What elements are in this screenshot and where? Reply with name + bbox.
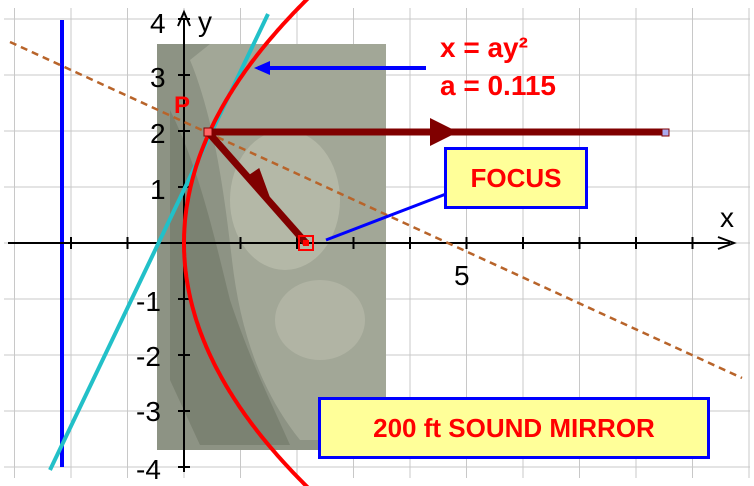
equation-pointer-arrowhead (254, 61, 270, 75)
y-tick-label: -2 (136, 341, 161, 372)
y-tick-label: 1 (150, 174, 166, 205)
y-axis-arrowhead (177, 9, 191, 27)
incoming-ray-arrowhead (430, 118, 458, 146)
parabola-curve (182, 0, 310, 486)
focus-label: FOCUS (470, 162, 562, 193)
focus-marker (298, 235, 314, 251)
sound-mirror-label-box: 200 ft SOUND MIRROR (318, 397, 710, 459)
focus-pointer (325, 192, 447, 242)
x-axis-label: x (720, 202, 734, 233)
y-tick-label: 2 (150, 118, 166, 149)
y-tick-label: 3 (150, 62, 166, 93)
point-p-marker (203, 127, 213, 137)
reflected-ray-arrowhead (247, 167, 271, 199)
y-tick-label: -1 (136, 286, 161, 317)
focus-label-box: FOCUS (444, 147, 588, 209)
normal-line (9, 40, 743, 380)
ray-start-marker (661, 128, 670, 137)
point-p-label: P (174, 92, 191, 119)
y-tick-label: -4 (136, 454, 161, 485)
equation-line-2: a = 0.115 (440, 70, 557, 101)
x-axis-arrowhead (717, 236, 737, 250)
x-tick-label-5: 5 (454, 260, 470, 291)
sound-mirror-label: 200 ft SOUND MIRROR (373, 412, 655, 443)
sound-mirror-photo (157, 44, 386, 450)
equation-line-1: x = ay² (440, 32, 528, 63)
focus-point (303, 240, 309, 246)
y-axis-label: y (198, 6, 212, 37)
reflected-ray (205, 129, 309, 246)
y-tick-label: 4 (150, 8, 166, 39)
y-tick-label: -3 (136, 396, 161, 427)
